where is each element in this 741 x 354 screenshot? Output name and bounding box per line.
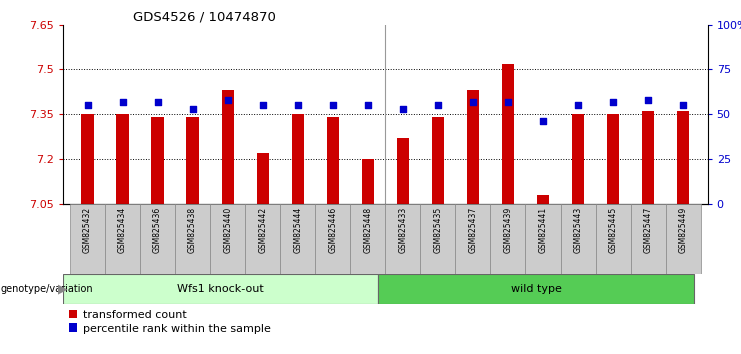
Text: GSM825442: GSM825442 <box>258 207 268 253</box>
Bar <box>491 204 525 274</box>
Bar <box>420 204 456 274</box>
Point <box>222 97 233 103</box>
Point <box>572 102 584 108</box>
Text: GSM825447: GSM825447 <box>644 207 653 253</box>
Bar <box>105 204 140 274</box>
Bar <box>572 114 584 204</box>
Bar <box>151 117 164 204</box>
Bar <box>385 204 420 274</box>
Point <box>502 99 514 104</box>
Text: GSM825436: GSM825436 <box>153 207 162 253</box>
Text: GDS4526 / 10474870: GDS4526 / 10474870 <box>133 11 276 24</box>
Bar <box>525 204 560 274</box>
Text: GSM825444: GSM825444 <box>293 207 302 253</box>
Text: GSM825432: GSM825432 <box>83 207 92 253</box>
Bar <box>175 204 210 274</box>
Point <box>116 99 128 104</box>
Text: GSM825446: GSM825446 <box>328 207 337 253</box>
Bar <box>292 114 304 204</box>
Text: GSM825441: GSM825441 <box>539 207 548 253</box>
Text: GSM825443: GSM825443 <box>574 207 582 253</box>
Bar <box>315 204 350 274</box>
Text: GSM825437: GSM825437 <box>468 207 477 253</box>
Point <box>607 99 619 104</box>
Bar <box>280 204 315 274</box>
Point <box>257 102 269 108</box>
Bar <box>379 274 694 304</box>
Point <box>362 102 373 108</box>
Point <box>292 102 304 108</box>
Text: GSM825448: GSM825448 <box>363 207 372 253</box>
Point <box>187 106 199 112</box>
Text: genotype/variation: genotype/variation <box>1 284 93 295</box>
Text: ▶: ▶ <box>58 283 67 296</box>
Text: GSM825433: GSM825433 <box>399 207 408 253</box>
Bar <box>536 195 549 204</box>
Bar <box>63 274 379 304</box>
Bar <box>456 204 491 274</box>
Bar <box>396 138 409 204</box>
Bar <box>82 114 93 204</box>
Text: GSM825435: GSM825435 <box>433 207 442 253</box>
Bar <box>70 204 105 274</box>
Point <box>397 106 409 112</box>
Text: Wfs1 knock-out: Wfs1 knock-out <box>177 284 264 295</box>
Point <box>432 102 444 108</box>
Legend: transformed count, percentile rank within the sample: transformed count, percentile rank withi… <box>68 310 271 333</box>
Text: GSM825449: GSM825449 <box>679 207 688 253</box>
Text: GSM825434: GSM825434 <box>118 207 127 253</box>
Text: GSM825438: GSM825438 <box>188 207 197 253</box>
Bar <box>362 159 374 204</box>
Bar <box>210 204 245 274</box>
Bar <box>432 117 444 204</box>
Bar <box>560 204 596 274</box>
Bar <box>222 90 234 204</box>
Bar <box>116 114 129 204</box>
Bar <box>631 204 665 274</box>
Text: GSM825445: GSM825445 <box>608 207 617 253</box>
Point <box>82 102 93 108</box>
Point <box>327 102 339 108</box>
Bar <box>677 111 689 204</box>
Bar <box>245 204 280 274</box>
Bar <box>187 117 199 204</box>
Text: wild type: wild type <box>511 284 562 295</box>
Text: GSM825439: GSM825439 <box>503 207 513 253</box>
Bar <box>665 204 701 274</box>
Bar <box>350 204 385 274</box>
Point <box>467 99 479 104</box>
Bar <box>140 204 175 274</box>
Bar <box>642 111 654 204</box>
Bar <box>256 153 269 204</box>
Bar <box>607 114 619 204</box>
Text: GSM825440: GSM825440 <box>223 207 232 253</box>
Point <box>642 97 654 103</box>
Bar <box>596 204 631 274</box>
Bar <box>502 63 514 204</box>
Bar <box>467 90 479 204</box>
Point <box>537 119 549 124</box>
Bar <box>327 117 339 204</box>
Point <box>677 102 689 108</box>
Point <box>152 99 164 104</box>
